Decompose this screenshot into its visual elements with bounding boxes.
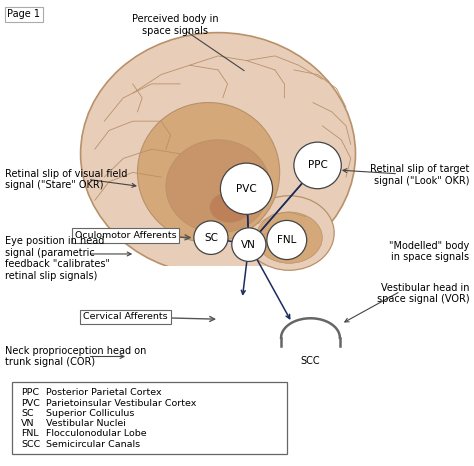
Text: VN: VN <box>21 419 35 428</box>
Text: FNL: FNL <box>277 235 296 245</box>
Text: Retinal slip of visual field
signal ("Stare" OKR): Retinal slip of visual field signal ("St… <box>5 169 127 190</box>
Text: FNL: FNL <box>21 429 39 439</box>
Text: PPC: PPC <box>21 388 39 397</box>
Text: Vestibular head in
space signal (VOR): Vestibular head in space signal (VOR) <box>377 283 469 304</box>
Text: Posterior Parietal Cortex: Posterior Parietal Cortex <box>46 388 162 397</box>
Text: Perceived body in
space signals: Perceived body in space signals <box>132 14 219 35</box>
Ellipse shape <box>256 212 322 263</box>
Text: PPC: PPC <box>308 160 328 171</box>
Bar <box>81 266 422 466</box>
Ellipse shape <box>166 140 270 233</box>
Ellipse shape <box>244 196 334 270</box>
Text: SCC: SCC <box>301 356 320 366</box>
Ellipse shape <box>224 282 259 305</box>
Text: Semicircular Canals: Semicircular Canals <box>46 439 141 449</box>
Text: "Modelled" body
in space signals: "Modelled" body in space signals <box>389 241 469 262</box>
Ellipse shape <box>137 103 280 242</box>
Text: Oculomotor Afferents: Oculomotor Afferents <box>75 231 176 240</box>
Circle shape <box>267 220 307 260</box>
Circle shape <box>194 221 228 254</box>
Text: Retinal slip of target
signal ("Look" OKR): Retinal slip of target signal ("Look" OK… <box>370 164 469 185</box>
Text: SC: SC <box>204 233 218 243</box>
Circle shape <box>220 163 273 214</box>
Text: Parietoinsular Vestibular Cortex: Parietoinsular Vestibular Cortex <box>46 398 197 408</box>
Text: VN: VN <box>241 240 256 250</box>
Ellipse shape <box>210 192 250 223</box>
Ellipse shape <box>223 256 261 284</box>
Polygon shape <box>223 224 261 405</box>
Text: Flocculonodular Lobe: Flocculonodular Lobe <box>46 429 147 439</box>
Text: PVC: PVC <box>21 398 40 408</box>
Text: Neck proprioception head on
trunk signal (COR): Neck proprioception head on trunk signal… <box>5 346 146 367</box>
Text: Eye position in head
signal (parametric
feedback "calibrates"
retinal slip signa: Eye position in head signal (parametric … <box>5 236 110 281</box>
Circle shape <box>294 142 341 189</box>
Text: SC: SC <box>21 409 34 418</box>
Text: Cervical Afferents: Cervical Afferents <box>83 312 168 322</box>
Text: SCC: SCC <box>21 439 41 449</box>
Circle shape <box>232 228 266 261</box>
Text: PVC: PVC <box>236 184 257 194</box>
Text: Vestibular Nuclei: Vestibular Nuclei <box>46 419 127 428</box>
Text: Page 1: Page 1 <box>7 9 40 19</box>
Text: Superior Colliculus: Superior Colliculus <box>46 409 135 418</box>
Ellipse shape <box>81 33 356 275</box>
FancyBboxPatch shape <box>12 382 287 454</box>
